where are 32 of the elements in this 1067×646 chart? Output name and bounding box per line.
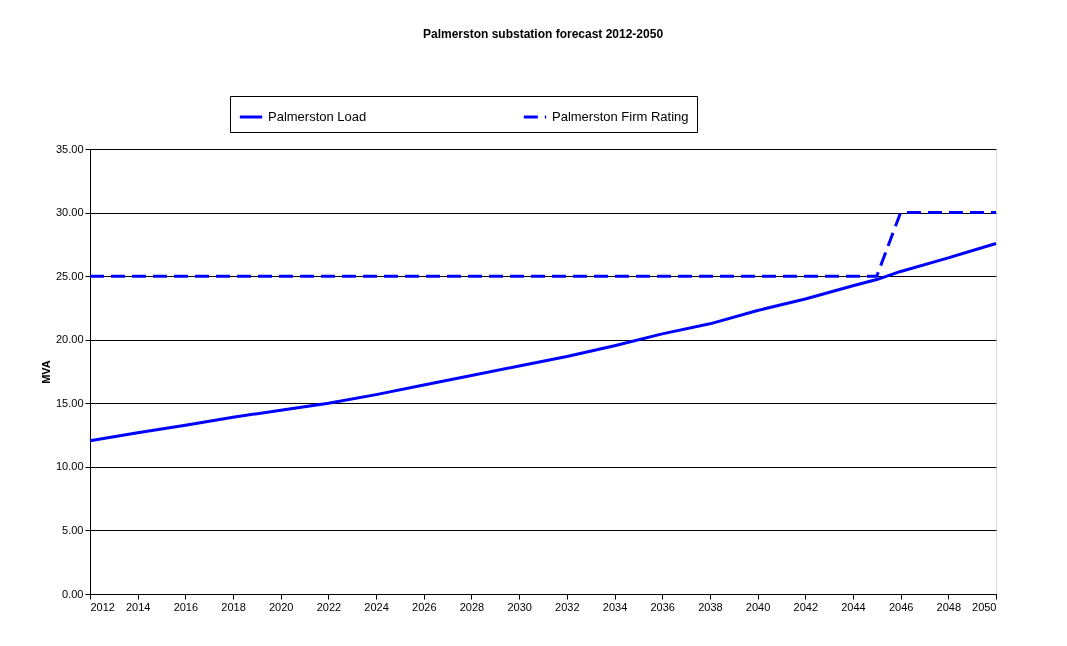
- y-tick-label: 5.00: [62, 523, 84, 536]
- x-tick-label: 2012: [90, 600, 115, 613]
- y-tick-label: 35.00: [55, 142, 84, 155]
- x-tick-label: 2030: [507, 600, 532, 613]
- x-tick-label: 2020: [268, 600, 294, 613]
- y-tick-label: 30.00: [55, 206, 84, 219]
- y-tick-label: 20.00: [55, 333, 84, 346]
- x-tick-label: 2050: [972, 600, 997, 613]
- x-tick-label: 2040: [745, 600, 771, 613]
- y-axis-title: MVA: [39, 360, 52, 384]
- x-tick-label: 2028: [459, 600, 485, 613]
- x-tick-label: 2014: [125, 600, 151, 613]
- x-tick-label: 2022: [316, 600, 342, 613]
- x-tick-label: 2048: [936, 600, 962, 613]
- x-tick-label: 2018: [221, 600, 246, 613]
- y-tick-label: 15.00: [55, 396, 84, 409]
- legend-label: Palmerston Firm Rating: [552, 109, 689, 124]
- legend-label: Palmerston Load: [268, 109, 367, 124]
- x-tick-label: 2024: [364, 600, 389, 613]
- x-tick-label: 2042: [793, 600, 819, 613]
- x-tick-label: 2044: [841, 600, 866, 613]
- x-tick-label: 2016: [173, 600, 199, 613]
- x-tick-label: 2032: [555, 600, 580, 613]
- x-tick-label: 2038: [698, 600, 723, 613]
- x-tick-label: 2026: [412, 600, 437, 613]
- x-tick-label: 2036: [650, 600, 675, 613]
- y-tick-label: 25.00: [55, 269, 84, 282]
- chart-title: Palmerston substation forecast 2012-2050: [422, 26, 664, 41]
- x-tick-label: 2046: [888, 600, 914, 613]
- y-tick-label: 0.00: [62, 587, 84, 600]
- y-tick-label: 10.00: [55, 460, 84, 473]
- x-tick-label: 2034: [602, 600, 628, 613]
